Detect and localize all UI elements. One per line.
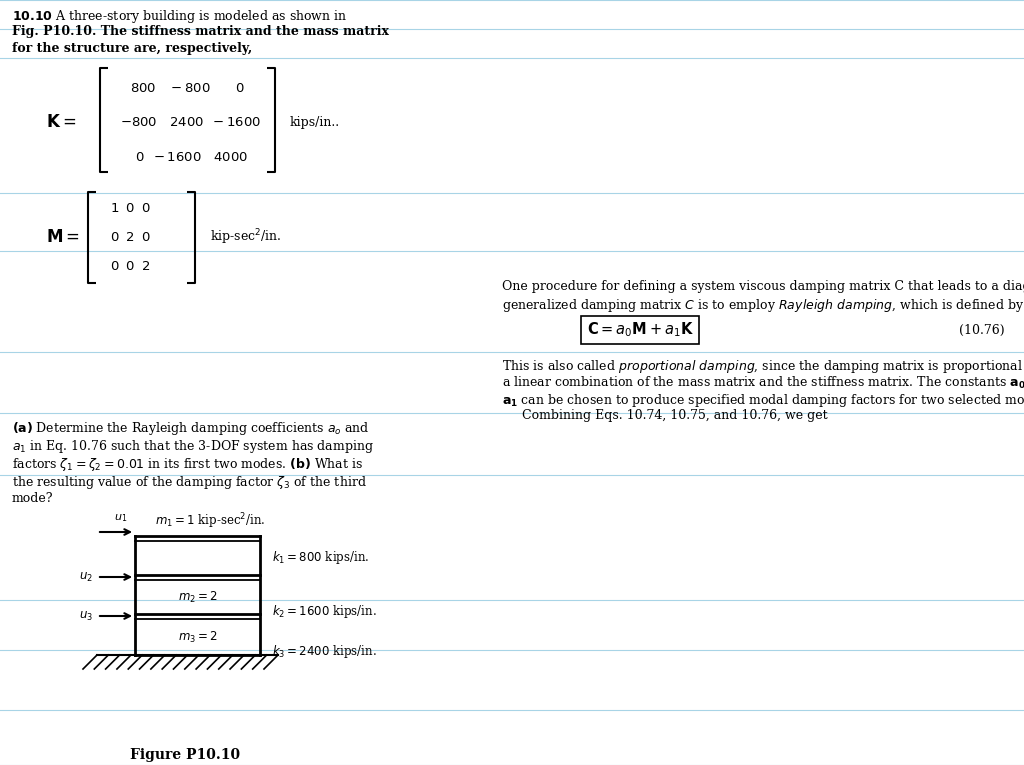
Text: generalized damping matrix $C$ is to employ $\mathit{Rayleigh\ damping}$, which : generalized damping matrix $C$ is to emp…	[502, 297, 1024, 314]
Text: $m_2 = 2$: $m_2 = 2$	[177, 590, 217, 604]
Text: $\mathbf{10.10}$ A three-story building is modeled as shown in: $\mathbf{10.10}$ A three-story building …	[12, 8, 347, 25]
Text: $0 \;\; 0 \;\; 2$: $0 \;\; 0 \;\; 2$	[110, 259, 151, 272]
Text: $k_2 = 1600$ kips/in.: $k_2 = 1600$ kips/in.	[272, 604, 377, 620]
Text: $a_1$ in Eq. 10.76 such that the 3-DOF system has damping: $a_1$ in Eq. 10.76 such that the 3-DOF s…	[12, 438, 374, 455]
Text: for the structure are, respectively,: for the structure are, respectively,	[12, 42, 252, 55]
Text: One procedure for defining a system viscous damping matrix C that leads to a dia: One procedure for defining a system visc…	[502, 280, 1024, 293]
Text: $\mathbf{M} =$: $\mathbf{M} =$	[46, 229, 80, 246]
Text: $m_1 = 1$ kip-sec$^2$/in.: $m_1 = 1$ kip-sec$^2$/in.	[155, 511, 265, 531]
Text: mode?: mode?	[12, 492, 53, 505]
Text: Figure P10.10: Figure P10.10	[130, 748, 240, 762]
Text: (10.76): (10.76)	[959, 324, 1005, 337]
Text: $u_3$: $u_3$	[79, 610, 93, 623]
Text: $m_3 = 2$: $m_3 = 2$	[177, 630, 217, 645]
Text: $800 \quad -800 \qquad 0$: $800 \quad -800 \qquad 0$	[130, 82, 245, 95]
Text: kip-sec$^2$/in.: kip-sec$^2$/in.	[210, 227, 282, 247]
Text: a linear combination of the mass matrix and the stiffness matrix. The constants : a linear combination of the mass matrix …	[502, 375, 1024, 391]
Text: $k_1 = 800$ kips/in.: $k_1 = 800$ kips/in.	[272, 549, 370, 567]
Text: $\mathbf{C} = a_0\mathbf{M} + a_1\mathbf{K}$: $\mathbf{C} = a_0\mathbf{M} + a_1\mathbf…	[587, 321, 693, 340]
Text: $\mathbf{K} =$: $\mathbf{K} =$	[46, 113, 76, 131]
Text: Combining Eqs. 10.74, 10.75, and 10.76, we get: Combining Eqs. 10.74, 10.75, and 10.76, …	[502, 409, 827, 422]
Text: kips/in..: kips/in..	[290, 116, 340, 129]
Text: the resulting value of the damping factor $\zeta_3$ of the third: the resulting value of the damping facto…	[12, 474, 367, 491]
Text: $0 \;\; 2 \;\; 0$: $0 \;\; 2 \;\; 0$	[110, 230, 151, 243]
Text: $0 \;\; -1600 \quad 4000$: $0 \;\; -1600 \quad 4000$	[135, 151, 248, 164]
Text: $\mathbf{(a)}$ Determine the Rayleigh damping coefficients $a_o$ and: $\mathbf{(a)}$ Determine the Rayleigh da…	[12, 420, 370, 437]
Text: $u_1$: $u_1$	[114, 513, 127, 524]
Text: This is also called $\mathit{proportional\ damping}$, since the damping matrix i: This is also called $\mathit{proportiona…	[502, 358, 1024, 375]
Text: $\mathbf{a_1}$ can be chosen to produce specified modal damping factors for two : $\mathbf{a_1}$ can be chosen to produce …	[502, 392, 1024, 409]
Text: $1 \;\; 0 \;\; 0$: $1 \;\; 0 \;\; 0$	[110, 201, 151, 214]
Text: factors $\zeta_1 = \zeta_2 = 0.01$ in its first two modes. $\mathbf{(b)}$ What i: factors $\zeta_1 = \zeta_2 = 0.01$ in it…	[12, 456, 364, 473]
Text: $u_2$: $u_2$	[79, 571, 93, 584]
Text: $k_3 = 2400$ kips/in.: $k_3 = 2400$ kips/in.	[272, 643, 377, 660]
Text: Fig. P10.10. The stiffness matrix and the mass matrix: Fig. P10.10. The stiffness matrix and th…	[12, 25, 389, 38]
Text: $-800 \quad 2400 \;\; -1600$: $-800 \quad 2400 \;\; -1600$	[120, 116, 261, 129]
